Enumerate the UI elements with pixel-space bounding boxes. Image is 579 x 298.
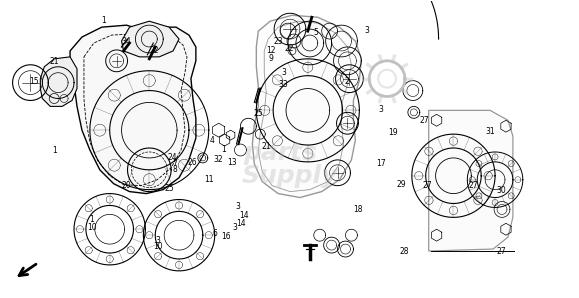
Text: 18: 18 [354,205,363,214]
Text: 3: 3 [365,27,369,35]
Polygon shape [428,110,513,251]
Text: 20: 20 [121,181,131,190]
Text: 22: 22 [150,46,159,55]
Text: 1: 1 [52,146,57,155]
Text: 16: 16 [222,232,231,240]
Text: 28: 28 [400,247,409,256]
Text: 23: 23 [273,37,283,46]
Polygon shape [70,25,196,194]
Text: 29: 29 [397,180,406,189]
Text: 9: 9 [269,54,274,63]
Text: 11: 11 [204,176,214,184]
Text: 14: 14 [239,211,248,220]
Text: 7: 7 [173,159,177,168]
Text: 27: 27 [497,247,507,256]
Polygon shape [252,15,361,198]
Text: 3: 3 [233,223,237,232]
Text: 3: 3 [236,202,240,211]
Text: 32: 32 [213,155,222,164]
Polygon shape [41,57,77,106]
Text: 21: 21 [262,142,272,150]
Text: 27: 27 [422,181,432,190]
Text: 21: 21 [50,58,59,66]
Text: 8: 8 [173,165,177,174]
Text: 25: 25 [164,184,174,193]
Text: 3: 3 [379,105,384,114]
Text: 2: 2 [345,77,349,86]
Text: 25: 25 [253,109,263,118]
Text: 10: 10 [153,242,162,251]
Text: 13: 13 [228,158,237,167]
Text: 1: 1 [101,16,105,25]
Text: 6: 6 [212,229,217,238]
Text: 19: 19 [388,128,398,137]
Text: 34: 34 [121,37,131,46]
Text: 15: 15 [30,77,39,86]
Text: 14: 14 [236,219,245,228]
Text: 5: 5 [313,28,318,37]
Text: Supply: Supply [242,164,338,188]
Text: 1: 1 [221,145,226,153]
Text: parts: parts [243,141,317,165]
Text: 26: 26 [187,158,197,167]
Text: 24: 24 [167,153,177,162]
Text: 27: 27 [419,117,429,125]
Polygon shape [122,21,179,57]
Text: 22: 22 [285,44,294,53]
Text: 30: 30 [497,186,507,195]
Text: 27: 27 [468,181,478,190]
Text: 3: 3 [155,236,160,245]
Text: 12: 12 [266,46,276,55]
Text: 33: 33 [279,80,289,89]
Text: 3: 3 [281,68,286,77]
Text: 31: 31 [485,127,495,136]
Text: 10: 10 [87,223,97,232]
Text: 1: 1 [89,215,94,224]
Text: 17: 17 [376,159,386,168]
Text: 4: 4 [210,136,214,145]
